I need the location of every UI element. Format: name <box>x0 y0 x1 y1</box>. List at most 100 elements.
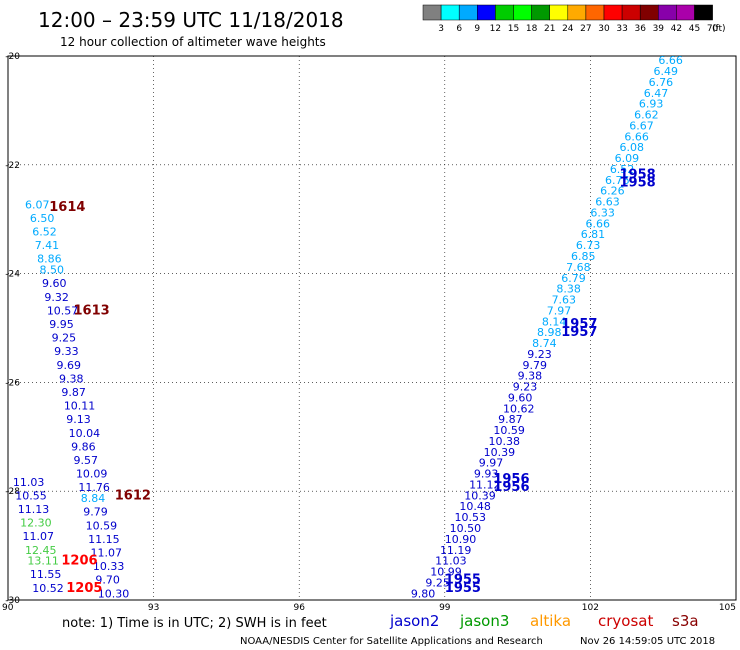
wave-height-label: 9.33 <box>54 345 79 358</box>
y-tick-label: -26 <box>5 378 20 388</box>
wave-height-label: 6.47 <box>644 87 669 100</box>
x-tick-label: 96 <box>293 603 305 613</box>
colorbar-label: 12 <box>490 24 501 34</box>
wave-height-label: 11.19 <box>440 544 472 557</box>
legend-jason2: jason2 <box>389 612 439 630</box>
wave-height-label: 9.23 <box>527 348 552 361</box>
legend-s3a: s3a <box>672 612 699 630</box>
x-tick-label: 105 <box>719 603 736 613</box>
wave-height-label: 10.59 <box>493 424 525 437</box>
colorbar-swatch <box>694 4 713 21</box>
footer-credit: NOAA/NESDIS Center for Satellite Applica… <box>240 636 543 647</box>
wave-height-label: 8.84 <box>81 492 106 505</box>
wave-height-label: 9.93 <box>474 468 499 481</box>
wave-height-label: 11.03 <box>13 476 45 489</box>
wave-height-label: 9.13 <box>66 413 91 426</box>
wave-height-label: 9.87 <box>61 386 86 399</box>
colorbar-swatch <box>585 4 605 21</box>
colorbar-swatch <box>440 4 460 21</box>
wave-height-label: 8.98 <box>537 326 562 339</box>
wave-height-label: 6.79 <box>561 272 586 285</box>
pass-time-label: 1612 <box>115 488 151 503</box>
wave-height-label: 9.79 <box>522 359 547 372</box>
colorbar-swatch <box>621 4 641 21</box>
wave-height-label: 6.66 <box>658 54 683 67</box>
wave-height-label: 7.68 <box>566 261 591 274</box>
colorbar-label: 36 <box>634 24 646 34</box>
colorbar-swatch <box>567 4 587 21</box>
satellite-legend: jason2 jason3 altika cryosat s3a <box>389 612 699 630</box>
colorbar-label: 24 <box>562 24 574 34</box>
wave-height-label: 10.04 <box>69 427 101 440</box>
wave-height-label: 8.86 <box>37 253 62 266</box>
colorbar-label: 9 <box>474 24 480 34</box>
wave-height-label: 6.08 <box>620 141 645 154</box>
y-tick-label: -24 <box>5 270 20 280</box>
wave-height-label: 8.14 <box>542 315 567 328</box>
wave-height-label: 10.38 <box>488 435 519 448</box>
wave-height-label: 9.95 <box>49 318 74 331</box>
pass-time-label: 1613 <box>74 303 110 318</box>
wave-height-label: 6.81 <box>581 228 606 241</box>
wave-height-label: 9.97 <box>479 457 504 470</box>
wave-height-label: 8.50 <box>40 264 64 277</box>
wave-height-label: 6.33 <box>590 206 615 219</box>
wave-height-label: 8.38 <box>556 283 581 296</box>
wave-height-label: 11.07 <box>91 546 123 559</box>
wave-height-label: 9.25 <box>52 332 77 345</box>
legend-cryosat: cryosat <box>598 612 653 630</box>
wave-height-label: 9.86 <box>71 440 96 453</box>
wave-height-label: 6.73 <box>576 239 601 252</box>
colorbar-swatch <box>549 4 569 21</box>
wave-height-label: 9.80 <box>411 587 436 600</box>
colorbar-label: 39 <box>653 24 665 34</box>
pass-time-label: 1958 <box>620 167 656 182</box>
wave-height-label: 9.38 <box>518 370 543 383</box>
wave-height-label: 7.97 <box>547 304 572 317</box>
colorbar-swatch <box>603 4 623 21</box>
wave-height-label: 10.57 <box>47 304 79 317</box>
wave-height-label: 10.62 <box>503 402 535 415</box>
wave-height-label: 6.07 <box>25 198 49 211</box>
wave-height-label: 9.25 <box>425 576 450 589</box>
axis-ticks: 90 93 96 99 102 105 -20 -22 -24 -26 -28 -30 <box>2 52 736 613</box>
colorbar-swatch <box>658 4 677 21</box>
colorbar-label: 42 <box>671 24 682 34</box>
colorbar-swatch <box>477 4 496 21</box>
wave-height-label: 6.52 <box>32 226 57 239</box>
colorbar-label: 45 <box>689 24 700 34</box>
legend-altika: altika <box>530 612 571 630</box>
wave-height-label: 12.30 <box>20 517 51 530</box>
wave-height-label: 7.63 <box>552 294 577 307</box>
colorbar-label: 6 <box>456 24 462 34</box>
wave-height-label: 10.48 <box>459 500 491 513</box>
colorbar-unit: (ft) <box>712 24 726 34</box>
wave-height-label: 6.63 <box>595 196 620 209</box>
wave-height-label: 11.07 <box>23 530 54 543</box>
wave-height-label: 9.87 <box>498 413 522 426</box>
pass-time-label: 1205 <box>66 581 102 596</box>
wave-height-label: 9.69 <box>57 359 82 372</box>
chart-title: 12:00 – 23:59 UTC 11/18/2018 <box>38 8 344 32</box>
wave-height-label: 9.60 <box>508 391 532 404</box>
plot-frame <box>7 55 737 601</box>
colorbar-label: 70 <box>707 24 719 34</box>
wave-height-label: 8.74 <box>532 337 557 350</box>
colorbar-label: 21 <box>544 24 555 34</box>
wave-height-points: 6.076.506.527.418.868.509.609.3210.579.9… <box>13 54 683 600</box>
pass-time-label: 1957 <box>561 317 597 332</box>
pass-time-label: 1206 <box>61 554 97 569</box>
colorbar-swatch <box>639 4 659 21</box>
wave-height-label: 9.79 <box>83 506 108 519</box>
y-tick-label: -28 <box>5 487 20 497</box>
wave-height-label: 11.13 <box>18 503 49 516</box>
wave-height-label: 6.09 <box>615 152 640 165</box>
wave-height-label: 10.90 <box>445 533 477 546</box>
colorbar-label: 18 <box>526 24 538 34</box>
pass-time-label: 1957 <box>561 325 597 340</box>
wave-height-label: 10.55 <box>15 489 47 502</box>
wave-height-label: 6.62 <box>634 109 659 122</box>
wave-height-label: 9.32 <box>44 291 69 304</box>
